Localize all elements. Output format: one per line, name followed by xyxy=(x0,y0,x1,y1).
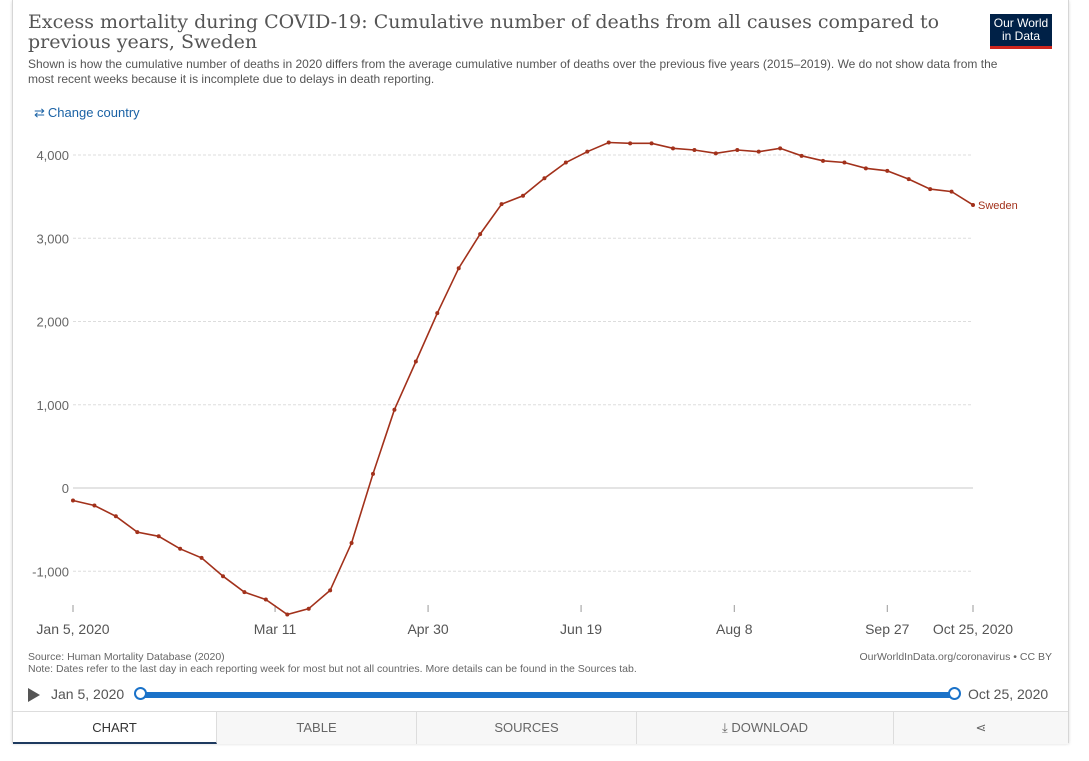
share-icon: ⋖ xyxy=(975,720,987,735)
data-point xyxy=(306,606,311,611)
chart-credit[interactable]: OurWorldInData.org/coronavirus • CC BY xyxy=(859,651,1052,663)
logo-line-1: Our World xyxy=(993,16,1049,30)
tab-table[interactable]: TABLE xyxy=(217,712,417,744)
timeline-start-label: Jan 5, 2020 xyxy=(51,686,125,702)
x-axis-ticks: Jan 5, 2020 Mar 11 Apr 30 Jun 19 Aug 8 Sep 27… xyxy=(36,605,1013,637)
data-point xyxy=(413,359,418,364)
download-icon: ⤓ xyxy=(722,720,728,735)
tab-download[interactable]: ⤓ DOWNLOAD xyxy=(637,712,894,744)
data-point xyxy=(842,160,847,165)
tab-chart[interactable]: CHART xyxy=(13,712,217,744)
chart-plot: -1,000 0 1,000 2,000 3,000 4,000 Jan 5, 2020 M… xyxy=(32,140,1018,637)
y-tick-label: -1,000 xyxy=(32,564,69,579)
data-point xyxy=(928,187,933,192)
data-point xyxy=(585,149,590,154)
y-tick-label: 3,000 xyxy=(36,231,69,246)
data-point xyxy=(263,597,268,602)
timeline-track[interactable] xyxy=(140,692,954,698)
source-text: Source: Human Mortality Database (2020) xyxy=(28,651,225,663)
data-point xyxy=(756,149,761,154)
y-axis-ticks: -1,000 0 1,000 2,000 3,000 4,000 xyxy=(32,148,69,579)
data-point xyxy=(135,530,140,535)
data-point xyxy=(735,148,740,153)
data-point xyxy=(478,232,483,237)
x-tick-label: Oct 25, 2020 xyxy=(933,621,1013,637)
x-tick-label: Apr 30 xyxy=(407,621,448,637)
series-line-sweden xyxy=(72,141,974,616)
data-point xyxy=(821,158,825,163)
data-point xyxy=(221,574,225,579)
data-point xyxy=(521,193,525,198)
chart-source: Source: Human Mortality Database (2020) … xyxy=(28,651,637,675)
timeline-end-handle[interactable] xyxy=(948,687,961,700)
data-point xyxy=(199,555,204,560)
data-point xyxy=(499,202,504,207)
data-point xyxy=(885,168,890,173)
x-tick-label: Sep 27 xyxy=(865,621,910,637)
timeline: Jan 5, 2020 Oct 25, 2020 xyxy=(28,684,1058,706)
data-point xyxy=(285,612,290,617)
series-label: Sweden xyxy=(978,200,1018,212)
x-tick-label: Mar 11 xyxy=(254,621,297,637)
data-point xyxy=(392,407,397,412)
data-point xyxy=(778,146,783,151)
data-point xyxy=(71,498,75,503)
owid-logo[interactable]: Our World in Data xyxy=(990,14,1052,49)
change-country-button[interactable]: ⇄ Change country xyxy=(34,105,140,121)
data-point xyxy=(863,166,868,171)
data-point xyxy=(349,540,354,545)
y-tick-label: 0 xyxy=(62,481,69,496)
data-point xyxy=(92,503,97,508)
tab-download-label: DOWNLOAD xyxy=(731,720,808,735)
data-point xyxy=(799,153,804,158)
data-point xyxy=(242,590,247,595)
data-point xyxy=(542,176,547,181)
play-icon[interactable] xyxy=(28,688,40,702)
data-point xyxy=(456,266,461,271)
tab-bar: CHART TABLE SOURCES ⤓ DOWNLOAD ⋖ xyxy=(13,711,1068,744)
timeline-end-label: Oct 25, 2020 xyxy=(968,686,1049,702)
data-point xyxy=(649,141,654,146)
timeline-start-handle[interactable] xyxy=(134,687,147,700)
data-point xyxy=(671,146,675,151)
data-point xyxy=(606,140,611,145)
change-country-label: Change country xyxy=(47,105,140,120)
chart-title: Excess mortality during COVID-19: Cumula… xyxy=(28,11,940,53)
data-point xyxy=(371,471,375,476)
chart-subtitle: Shown is how the cumulative number of de… xyxy=(28,57,998,86)
data-point xyxy=(156,534,161,539)
data-point xyxy=(328,588,333,593)
data-point xyxy=(435,311,440,316)
data-point xyxy=(971,202,975,207)
series-layer: Sweden xyxy=(71,140,1018,617)
data-point xyxy=(628,141,633,146)
y-tick-label: 1,000 xyxy=(36,398,69,413)
x-tick-label: Jan 5, 2020 xyxy=(36,621,109,637)
data-point xyxy=(692,148,697,153)
data-point xyxy=(178,546,183,551)
data-point xyxy=(563,160,568,165)
logo-line-2: in Data xyxy=(1001,29,1041,43)
tab-share[interactable]: ⋖ xyxy=(894,712,1068,744)
y-tick-label: 4,000 xyxy=(36,148,69,163)
data-point xyxy=(906,177,911,182)
note-text: Note: Dates refer to the last day in eac… xyxy=(28,663,637,675)
data-point xyxy=(713,151,718,156)
tab-sources[interactable]: SOURCES xyxy=(417,712,637,744)
x-tick-label: Aug 8 xyxy=(716,621,753,637)
grid-layer xyxy=(73,154,973,572)
data-point xyxy=(113,514,118,519)
y-tick-label: 2,000 xyxy=(36,315,69,330)
x-tick-label: Jun 19 xyxy=(560,621,602,637)
swap-arrows-icon: ⇄ xyxy=(34,105,45,120)
data-point xyxy=(949,189,954,194)
chart-frame xyxy=(12,0,1069,743)
